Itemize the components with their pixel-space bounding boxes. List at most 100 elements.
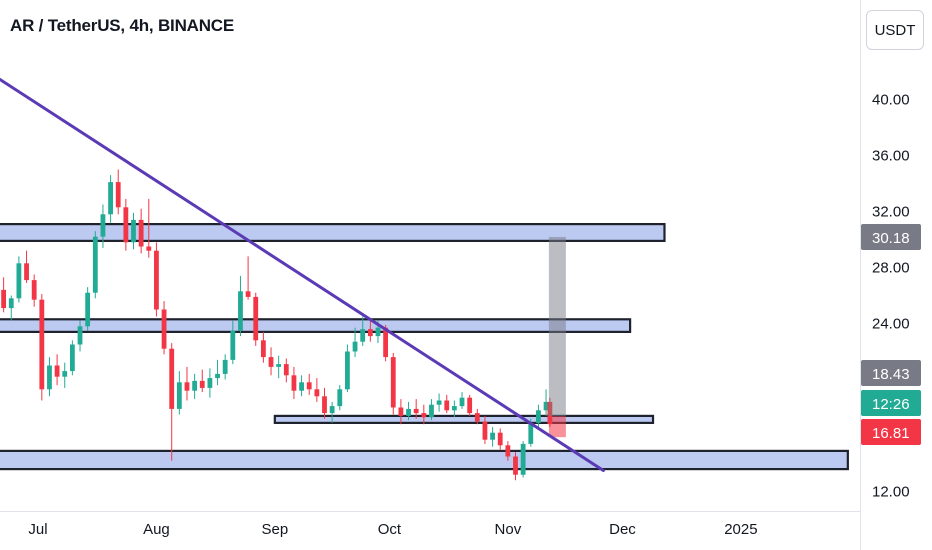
candle-body xyxy=(322,396,327,414)
candle-body xyxy=(69,344,75,372)
candle-body xyxy=(85,292,91,327)
time-tick-label: Dec xyxy=(609,521,636,538)
candle-body xyxy=(390,357,396,408)
candle-body xyxy=(54,365,60,377)
time-axis-divider xyxy=(0,511,860,512)
candle-body xyxy=(413,408,419,414)
price-tick-label: 12.00 xyxy=(872,484,910,501)
candle-body xyxy=(8,298,14,309)
candle-body xyxy=(276,364,282,367)
projection-loss-box xyxy=(548,416,566,438)
candle-body xyxy=(161,309,167,349)
candle-body xyxy=(154,250,159,310)
price-tag-label: 30.18 xyxy=(872,230,910,247)
candle-body xyxy=(47,365,52,390)
candle-body xyxy=(505,445,511,457)
candle-body xyxy=(215,373,220,379)
candle-body xyxy=(131,219,136,243)
candle-body xyxy=(115,182,121,208)
zone-box-2 xyxy=(0,318,632,333)
candle-body xyxy=(536,410,541,423)
candle-body xyxy=(497,432,503,446)
candle-body xyxy=(291,375,297,391)
candle-body xyxy=(436,400,442,405)
price-tick-label: 32.00 xyxy=(872,204,910,221)
candle-body xyxy=(207,378,213,388)
candle-body xyxy=(1,289,7,309)
candle-body xyxy=(459,397,465,407)
candle-body xyxy=(375,327,381,337)
candle-body xyxy=(260,340,266,358)
chart-title: AR / TetherUS, 4h, BINANCE xyxy=(10,16,235,35)
candle-body xyxy=(490,432,495,440)
price-tag-label: 18.43 xyxy=(872,366,910,383)
time-tick-label: Jul xyxy=(28,521,47,538)
price-axis-ticks: 40.00 36.00 32.00 28.00 24.00 12.00 xyxy=(872,92,910,501)
candle-body xyxy=(543,401,549,411)
support-resistance-zones xyxy=(0,223,849,471)
price-tag-box xyxy=(861,390,921,416)
price-tag-box xyxy=(861,360,921,386)
time-tick-label: Aug xyxy=(143,521,170,538)
time-tick-label: Sep xyxy=(261,521,288,538)
candle-body xyxy=(406,408,411,416)
candle-body xyxy=(306,382,312,390)
candle-body xyxy=(398,407,404,416)
candle-body xyxy=(230,330,236,360)
candle-body xyxy=(238,291,243,331)
time-tick-label: Nov xyxy=(495,521,522,538)
candle-body xyxy=(337,389,343,407)
candle-body xyxy=(146,246,152,251)
projection-range-box xyxy=(548,236,566,417)
zone-box-1 xyxy=(0,223,666,243)
price-tag-box xyxy=(861,223,921,250)
candle-body xyxy=(451,406,457,411)
candle-body xyxy=(245,291,251,297)
candle-body xyxy=(467,397,473,414)
candle-body xyxy=(352,341,358,352)
candlestick-series xyxy=(1,169,553,481)
candle-body xyxy=(482,421,488,440)
candle-body xyxy=(176,382,182,409)
candle-body xyxy=(299,382,304,391)
price-labels: 30.18 18.43 12:26 16.81 xyxy=(861,223,921,445)
candle-body xyxy=(100,214,106,237)
candle-body xyxy=(184,382,190,391)
candle-body xyxy=(169,348,175,409)
price-tag-label: 12:26 xyxy=(872,396,910,413)
price-tick-label: 36.00 xyxy=(872,148,910,165)
candle-body xyxy=(199,380,205,388)
candle-body xyxy=(429,404,434,418)
time-tick-label: 2025 xyxy=(724,521,757,538)
candle-body xyxy=(77,326,83,345)
price-axis-divider xyxy=(860,0,861,550)
candle-body xyxy=(360,329,366,342)
candle-body xyxy=(31,280,37,300)
candle-body xyxy=(444,400,450,411)
candle-body xyxy=(513,456,518,475)
trendline xyxy=(0,77,605,472)
candle-body xyxy=(283,364,289,376)
price-tick-label: 40.00 xyxy=(872,92,910,109)
price-tick-label: 28.00 xyxy=(872,260,910,277)
candle-body xyxy=(16,263,22,299)
candle-body xyxy=(192,380,198,391)
time-tick-label: Oct xyxy=(378,521,402,538)
candle-body xyxy=(138,219,144,247)
candle-body xyxy=(222,359,228,374)
candle-body xyxy=(253,296,259,341)
currency-button[interactable]: USDT xyxy=(866,10,924,50)
candle-body xyxy=(520,443,526,475)
candle-body xyxy=(39,299,45,390)
candle-body xyxy=(123,207,129,243)
candle-body xyxy=(528,422,534,444)
candle-body xyxy=(421,413,427,418)
price-tag-label: 16.81 xyxy=(872,425,910,442)
candle-body xyxy=(24,263,29,281)
candle-body xyxy=(62,371,68,377)
price-tag-box xyxy=(861,419,921,445)
candle-body xyxy=(92,236,98,293)
price-tick-label: 24.00 xyxy=(872,316,910,333)
candle-body xyxy=(329,406,335,414)
